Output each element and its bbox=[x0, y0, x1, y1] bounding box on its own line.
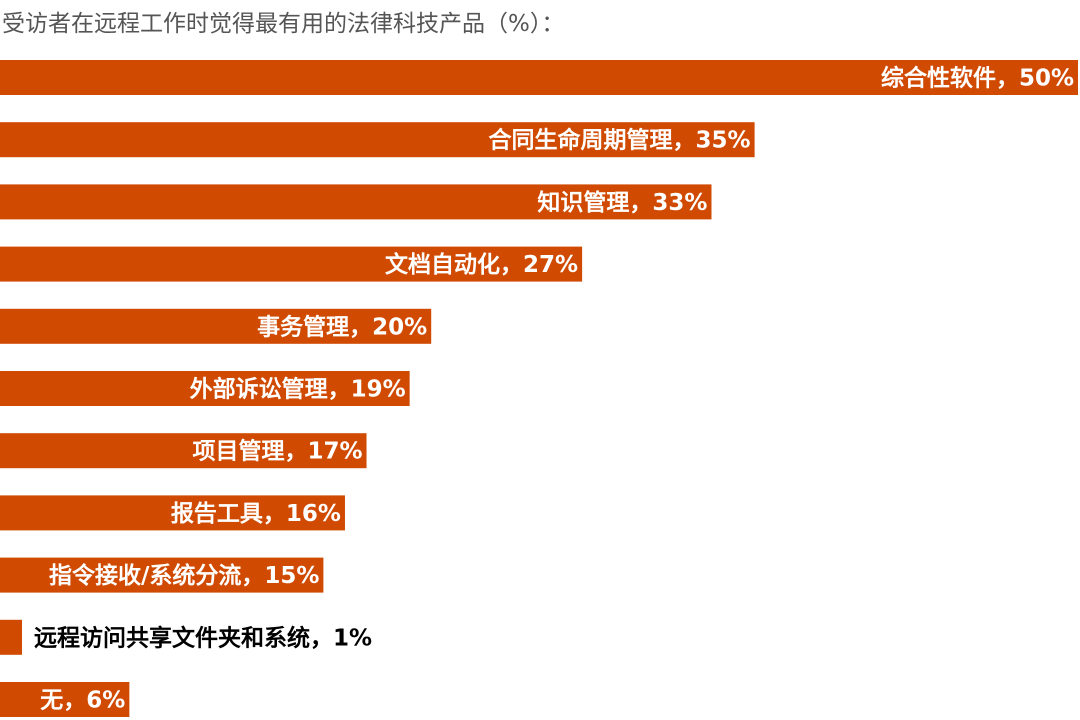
bar-label-6: 项目管理，17% bbox=[192, 438, 362, 465]
bar-9 bbox=[0, 619, 22, 655]
bar-label-9: 远程访问共享文件夹和系统，1% bbox=[34, 624, 372, 651]
bar-label-5: 外部诉讼管理，19% bbox=[190, 376, 406, 403]
bar-10 bbox=[0, 682, 130, 717]
bar-5 bbox=[0, 371, 410, 406]
bar-label-7: 报告工具，16% bbox=[171, 501, 341, 527]
bar-label-10: 无，6% bbox=[40, 688, 125, 714]
bar-label-2: 知识管理，33% bbox=[537, 189, 707, 216]
bar-label-3: 文档自动化，27% bbox=[385, 251, 578, 278]
bar-8 bbox=[0, 557, 324, 593]
bar-1 bbox=[0, 122, 755, 158]
bar-label-1: 合同生命周期管理，35% bbox=[489, 127, 751, 154]
bar-label-8: 指令接收/系统分流，15% bbox=[49, 562, 319, 589]
bar-2 bbox=[0, 184, 712, 220]
bar-6 bbox=[0, 433, 367, 469]
bar-0 bbox=[0, 60, 1078, 95]
bar-7 bbox=[0, 495, 345, 531]
bar-3 bbox=[0, 246, 583, 282]
chart-title: 受访者在远程工作时觉得最有用的法律科技产品（%）： bbox=[2, 11, 565, 37]
bar-4 bbox=[0, 308, 432, 344]
bar-label-4: 事务管理，20% bbox=[257, 313, 427, 340]
bar-label-0: 综合性软件，50% bbox=[881, 65, 1074, 92]
